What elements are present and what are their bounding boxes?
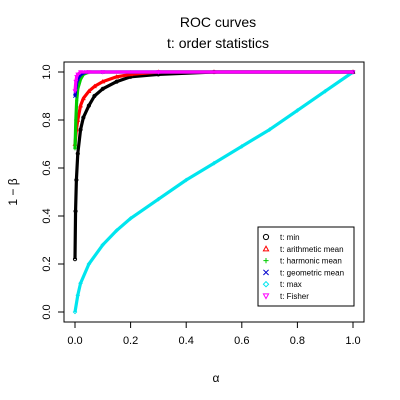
data-point <box>114 79 119 84</box>
legend-entry: t: max <box>280 280 302 289</box>
data-point <box>100 70 106 75</box>
data-point <box>75 72 81 78</box>
legend-entry: t: arithmetic mean <box>280 245 344 254</box>
data-point <box>72 257 78 262</box>
data-point <box>100 86 105 91</box>
legend-entry: t: Fisher <box>280 292 309 301</box>
data-point <box>86 88 92 93</box>
data-point <box>100 78 106 84</box>
x-tick-label: 0.6 <box>234 335 249 347</box>
series-line <box>73 70 354 313</box>
data-point <box>350 70 356 75</box>
series-t-geometric-mean <box>73 70 355 98</box>
x-axis-label: α <box>213 371 220 385</box>
legend-entry: t: harmonic mean <box>280 257 342 266</box>
data-point <box>239 144 245 149</box>
legend-entry: t: min <box>280 233 300 242</box>
data-point <box>74 75 80 80</box>
data-point <box>72 89 78 94</box>
data-point <box>73 94 77 98</box>
data-point <box>128 71 134 77</box>
legend-marker <box>262 233 270 241</box>
x-axis: 0.0 0.2 0.4 0.6 0.8 1.0 <box>67 321 361 347</box>
series-t-fisher <box>72 70 356 94</box>
data-point <box>322 88 328 94</box>
legend-marker <box>262 245 270 252</box>
y-tick-label: 0.2 <box>41 256 53 271</box>
legend-box <box>257 226 355 307</box>
data-point <box>74 118 78 122</box>
y-axis: 0.0 0.2 0.4 0.6 0.8 1.0 <box>41 64 65 320</box>
y-tick-label: 1.0 <box>41 64 53 79</box>
legend-marker <box>262 293 270 300</box>
y-tick-label: 0.6 <box>41 160 53 175</box>
x-tick-label: 0.2 <box>123 335 138 347</box>
data-point <box>74 177 79 183</box>
data-point <box>155 70 161 75</box>
data-point <box>100 242 106 248</box>
x-tick-label: 0.0 <box>67 335 82 347</box>
data-point <box>80 95 86 101</box>
y-axis-label: 1 − β <box>6 178 20 205</box>
data-point <box>78 127 83 132</box>
data-point <box>78 70 84 75</box>
legend-entry: t: geometric mean <box>280 268 344 277</box>
data-point <box>81 115 86 120</box>
data-point <box>86 261 92 267</box>
data-point <box>156 196 161 202</box>
data-point <box>75 99 79 103</box>
data-point <box>92 83 97 89</box>
legend-marker <box>263 258 269 264</box>
data-point <box>73 79 79 85</box>
data-point <box>86 70 92 75</box>
data-point <box>183 177 189 183</box>
series-line <box>73 70 353 260</box>
data-point <box>128 216 133 221</box>
x-tick-label: 0.4 <box>179 335 194 347</box>
y-tick-label: 0.4 <box>41 208 53 223</box>
data-point <box>72 309 78 315</box>
data-point <box>267 127 272 132</box>
chart-title: ROC curves <box>180 14 256 30</box>
x-tick-label: 0.8 <box>290 335 305 347</box>
legend: t: min t: arithmetic mean t: harmonic mean… <box>257 226 355 307</box>
series-layer <box>72 69 356 315</box>
legend-marker <box>263 269 269 276</box>
chart-subtitle: t: order statistics <box>167 35 269 51</box>
data-point <box>114 228 120 233</box>
data-point <box>73 147 77 151</box>
x-tick-label: 1.0 <box>345 335 360 347</box>
data-point <box>295 108 300 113</box>
data-point <box>211 160 217 166</box>
y-tick-label: 0.0 <box>41 304 53 319</box>
legend-marker <box>262 280 270 288</box>
data-point <box>78 102 84 108</box>
data-point <box>92 93 97 99</box>
data-point <box>78 280 83 286</box>
y-tick-label: 0.8 <box>41 112 53 127</box>
data-point <box>75 151 80 156</box>
data-point <box>86 103 92 108</box>
data-point <box>114 74 120 79</box>
data-point <box>73 209 78 214</box>
data-point <box>75 292 81 298</box>
